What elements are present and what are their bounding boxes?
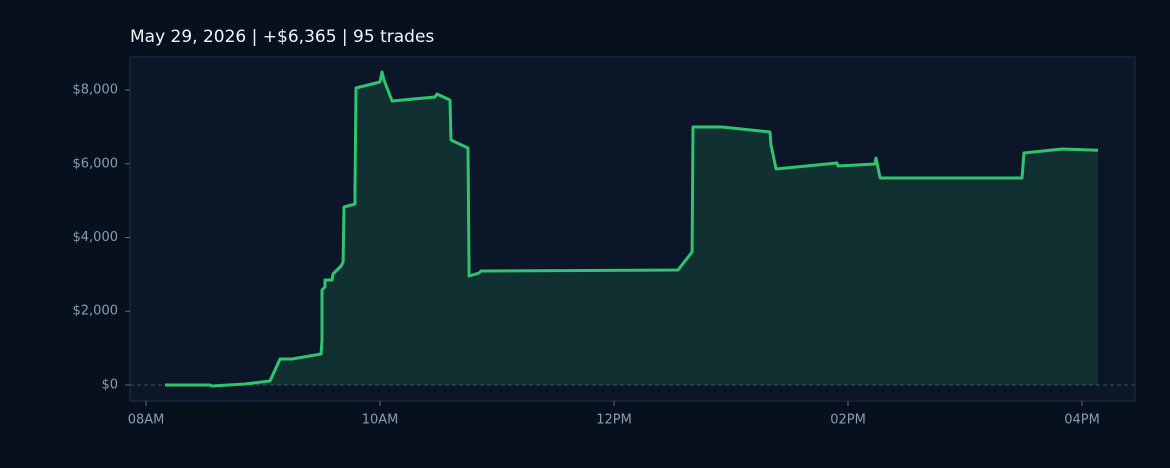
- x-tick-label: 08AM: [128, 413, 165, 428]
- x-tick-label: 12PM: [596, 413, 632, 428]
- area-fill: [165, 72, 1098, 386]
- line: [165, 70, 1099, 388]
- y-tick-label: $4,000: [73, 230, 119, 245]
- y-tick-label: $0: [101, 377, 118, 392]
- x-tick-label: 02PM: [830, 413, 866, 428]
- y-tick-label: $6,000: [73, 156, 119, 171]
- y-tick-label: $8,000: [73, 83, 119, 98]
- chart-title: May 29, 2026 | +$6,365 | 95 trades: [130, 27, 434, 47]
- x-tick-label: 04PM: [1064, 413, 1100, 428]
- plot-area: [129, 56, 1136, 402]
- y-tick-label: $2,000: [73, 304, 119, 319]
- x-tick-label: 10AM: [362, 413, 399, 428]
